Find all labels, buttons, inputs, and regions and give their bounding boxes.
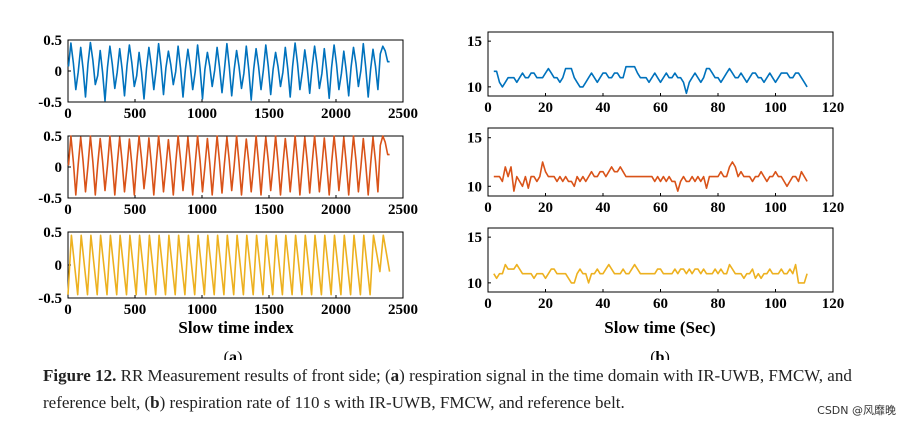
label-paren-close: ) [237, 349, 242, 360]
x-tick-label: 2000 [321, 302, 351, 318]
x-tick-label: 60 [653, 100, 668, 116]
y-tick-label: 15 [467, 34, 482, 50]
x-tick-label: 0 [64, 202, 72, 218]
series-line [67, 135, 390, 196]
x-tick-label: 40 [596, 296, 611, 312]
label-paren-open: ( [650, 349, 655, 360]
caption-text-3: ) respiration rate of 110 s with IR-UWB,… [159, 393, 625, 412]
x-tick-label: 40 [596, 200, 611, 216]
subplot-b-3: 0 20 40 60 80 100 120 15 10 [467, 227, 845, 312]
y-tick-label: 10 [467, 276, 482, 292]
x-tick-label: 100 [764, 200, 787, 216]
x-tick-label: 1000 [187, 302, 217, 318]
x-tick-label: 500 [124, 202, 147, 218]
label-letter: b [656, 349, 665, 360]
y-tick-label: -0.5 [38, 95, 62, 111]
y-tick-label: 10 [467, 80, 482, 96]
caption-text-1: RR Measurement results of front side; ( [116, 366, 391, 385]
x-tick-label: 0 [484, 200, 492, 216]
caption-ref-b: b [150, 393, 160, 412]
x-tick-label: 2500 [388, 106, 418, 122]
y-tick-label: 0 [55, 160, 63, 176]
y-tick-label: 0.5 [43, 129, 62, 145]
x-tick-label: 0 [484, 296, 492, 312]
x-tick-label: 1500 [254, 202, 284, 218]
x-tick-label: 1000 [187, 202, 217, 218]
x-tick-label: 120 [822, 200, 845, 216]
x-tick-label: 2500 [388, 302, 418, 318]
x-tick-label: 20 [538, 200, 553, 216]
caption-figure-label: Figure 12. [43, 366, 117, 385]
x-tick-label: 1500 [254, 302, 284, 318]
panel-b-label: (b) [650, 349, 670, 360]
y-tick-label: 0.5 [43, 225, 62, 241]
y-tick-label: 15 [467, 131, 482, 147]
y-tick-label: 10 [467, 179, 482, 195]
x-tick-label: 80 [711, 100, 726, 116]
x-tick-label: 2000 [321, 202, 351, 218]
x-tick-label: 80 [711, 200, 726, 216]
plot-frame [487, 31, 834, 97]
label-paren-open: ( [224, 349, 229, 360]
x-tick-label: 80 [711, 296, 726, 312]
series-line [67, 234, 391, 296]
x-tick-label: 40 [596, 100, 611, 116]
label-letter: a [229, 349, 237, 360]
x-tick-label: 20 [538, 100, 553, 116]
x-tick-label: 500 [124, 106, 147, 122]
series-line [493, 65, 808, 95]
x-tick-label: 60 [653, 200, 668, 216]
watermark: CSDN @风靡晚 [817, 404, 896, 417]
series-line [493, 263, 808, 284]
x-tick-label: 100 [764, 100, 787, 116]
x-tick-label: 20 [538, 296, 553, 312]
x-tick-label: 60 [653, 296, 668, 312]
subplot-b-2: 0 20 40 60 80 100 120 15 10 [467, 127, 845, 216]
figure-caption: Figure 12. RR Measurement results of fro… [43, 362, 863, 416]
x-tick-label: 0 [64, 302, 72, 318]
y-tick-label: 0 [55, 258, 63, 274]
y-tick-label: -0.5 [38, 191, 62, 207]
series-line [67, 41, 390, 102]
x-tick-label: 1000 [187, 106, 217, 122]
caption-ref-a: a [390, 366, 400, 385]
x-tick-label: 2500 [388, 202, 418, 218]
x-tick-label: 1500 [254, 106, 284, 122]
x-tick-label: 120 [822, 296, 845, 312]
x-tick-label: 0 [484, 100, 492, 116]
y-tick-label: 15 [467, 230, 482, 246]
y-tick-label: 0.5 [43, 33, 62, 49]
y-tick-label: -0.5 [38, 291, 62, 307]
x-tick-label: 2000 [321, 106, 351, 122]
label-paren-close: ) [664, 349, 669, 360]
series-line [493, 161, 808, 192]
plot-frame [487, 127, 834, 197]
x-tick-label: 0 [64, 106, 72, 122]
panel-b-xlabel: Slow time (Sec) [604, 318, 715, 337]
x-tick-label: 500 [124, 302, 147, 318]
y-tick-label: 0 [55, 64, 63, 80]
caption-text-2: ) respiration signal in the time domain … [43, 366, 852, 412]
panel-a-xlabel: Slow time index [178, 318, 294, 337]
x-tick-label: 100 [764, 296, 787, 312]
x-tick-label: 120 [822, 100, 845, 116]
panel-a-label: (a) [224, 349, 243, 360]
plot-frame [487, 227, 834, 293]
subplot-b-1: 0 20 40 60 80 100 120 15 10 [467, 31, 845, 116]
